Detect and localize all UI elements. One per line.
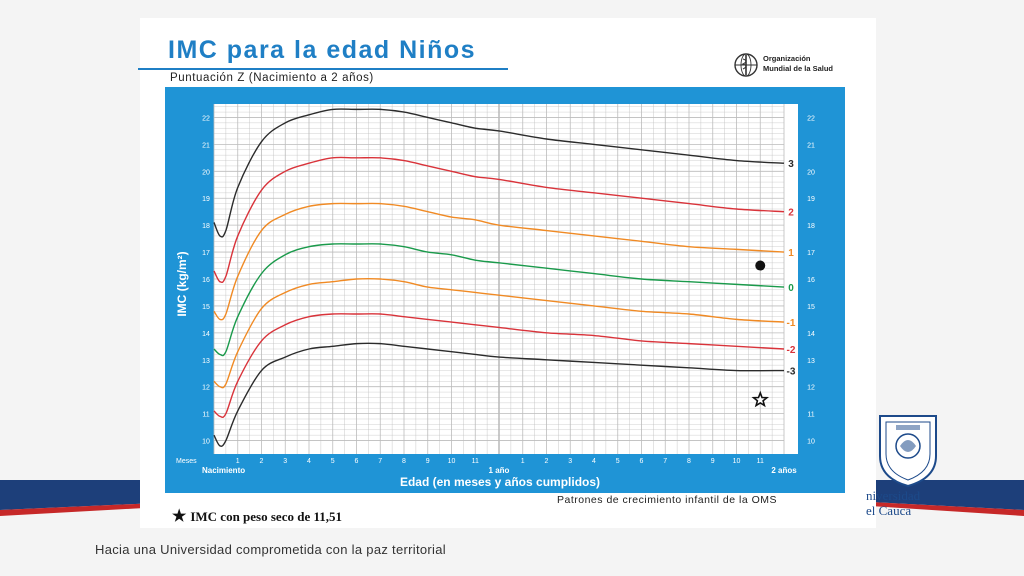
z-score-curve-0 bbox=[213, 243, 785, 357]
x-major-label: Nacimiento bbox=[202, 466, 245, 475]
y-tick-label-right: 22 bbox=[807, 115, 815, 122]
grid-lines bbox=[213, 104, 785, 454]
x-tick-label: 8 bbox=[402, 458, 406, 465]
y-tick-label-right: 13 bbox=[807, 358, 815, 365]
z-score-curves bbox=[213, 108, 785, 447]
university-name-line1: niversidad bbox=[866, 488, 921, 503]
y-tick-label-right: 16 bbox=[807, 277, 815, 284]
y-tick-label-right: 12 bbox=[807, 385, 815, 392]
right-axis-strip bbox=[784, 104, 798, 454]
y-tick-label-right: 20 bbox=[807, 169, 815, 176]
y-tick-label-left: 11 bbox=[202, 412, 209, 419]
y-tick-label-right: 14 bbox=[807, 331, 815, 338]
y-tick-label-right: 21 bbox=[807, 142, 815, 149]
z-score-curve-3 bbox=[213, 108, 785, 238]
y-tick-label-left: 17 bbox=[202, 250, 210, 257]
annotation-note: ★ IMC con peso seco de 11,51 bbox=[172, 506, 342, 526]
z-score-label: -1 bbox=[787, 318, 796, 329]
x-tick-label: 10 bbox=[733, 458, 741, 465]
x-tick-label: 4 bbox=[307, 458, 311, 465]
y-tick-label-left: 18 bbox=[202, 223, 210, 230]
z-score-label: 1 bbox=[788, 248, 794, 259]
y-tick-label-left: 20 bbox=[202, 169, 210, 176]
x-tick-label: 4 bbox=[592, 458, 596, 465]
y-axis-title: IMC (kg/m²) bbox=[175, 251, 189, 316]
university-name: niversidad el Cauca bbox=[866, 488, 920, 518]
x-tick-label: 9 bbox=[426, 458, 430, 465]
x-major-label: 2 años bbox=[771, 466, 797, 475]
y-tick-label-right: 17 bbox=[807, 250, 815, 257]
x-tick-label: 2 bbox=[260, 458, 264, 465]
y-tick-label-left: 10 bbox=[202, 439, 210, 446]
y-tick-label-right: 19 bbox=[807, 196, 815, 203]
annotation-text: IMC con peso seco de 11,51 bbox=[190, 509, 343, 524]
z-score-curve--3 bbox=[213, 342, 785, 447]
y-tick-label-left: 22 bbox=[202, 115, 210, 122]
star-icon: ★ bbox=[172, 508, 187, 525]
x-tick-label: 7 bbox=[663, 458, 667, 465]
x-tick-label: 10 bbox=[448, 458, 456, 465]
x-tick-label: 8 bbox=[687, 458, 691, 465]
x-tick-label: 3 bbox=[283, 458, 287, 465]
y-tick-label-left: 14 bbox=[202, 331, 210, 338]
chart-title: IMC para la edad Niños bbox=[168, 36, 477, 64]
y-tick-label-right: 10 bbox=[807, 439, 815, 446]
patient-dot-marker bbox=[755, 260, 766, 271]
z-score-label: 0 bbox=[788, 283, 794, 294]
z-score-label: -3 bbox=[787, 367, 796, 378]
source-note: Patrones de crecimiento infantil de la O… bbox=[557, 494, 778, 506]
z-score-curve-1 bbox=[213, 202, 785, 321]
x-tick-label: 3 bbox=[568, 458, 572, 465]
z-score-label: 3 bbox=[788, 159, 794, 170]
x-tick-label: 1 bbox=[521, 458, 525, 465]
y-tick-label-left: 12 bbox=[202, 385, 210, 392]
chart-subtitle: Puntuación Z (Nacimiento a 2 años) bbox=[170, 72, 374, 84]
who-logo-line1: Organización bbox=[763, 54, 811, 63]
z-score-curve--2 bbox=[213, 313, 785, 419]
z-score-label: 2 bbox=[788, 208, 794, 219]
slide-tagline: Hacia una Universidad comprometida con l… bbox=[95, 542, 446, 557]
title-underline bbox=[138, 68, 508, 70]
decorative-band-left bbox=[0, 480, 180, 516]
x-tick-label: 6 bbox=[355, 458, 359, 465]
who-logo-line2: Mundial de la Salud bbox=[763, 63, 834, 73]
who-logo-text: Organización Mundial de la Salud bbox=[763, 54, 833, 73]
x-tick-label: 11 bbox=[472, 458, 479, 465]
y-tick-label-right: 18 bbox=[807, 223, 815, 230]
x-prefix-label: Meses bbox=[176, 458, 197, 465]
x-tick-label: 5 bbox=[616, 458, 620, 465]
z-score-label: -2 bbox=[787, 345, 796, 356]
patient-markers bbox=[751, 260, 770, 408]
y-tick-label-left: 19 bbox=[202, 196, 210, 203]
z-score-curve-2 bbox=[213, 156, 785, 284]
x-major-label: 1 año bbox=[489, 466, 510, 475]
x-tick-label: 6 bbox=[640, 458, 644, 465]
university-name-line2: el Cauca bbox=[866, 503, 912, 518]
x-axis-title: Edad (en meses y años cumplidos) bbox=[400, 475, 600, 489]
y-tick-label-left: 21 bbox=[202, 142, 210, 149]
y-tick-label-left: 15 bbox=[202, 304, 210, 311]
y-tick-label-left: 16 bbox=[202, 277, 210, 284]
who-logo-icon bbox=[734, 53, 758, 77]
x-tick-label: 9 bbox=[711, 458, 715, 465]
z-score-curve--1 bbox=[213, 277, 785, 389]
y-tick-label-right: 15 bbox=[807, 304, 815, 311]
x-tick-label: 1 bbox=[236, 458, 240, 465]
y-tick-label-right: 11 bbox=[807, 412, 814, 419]
decorative-band-right bbox=[870, 480, 1024, 516]
x-tick-label: 7 bbox=[378, 458, 382, 465]
x-tick-label: 5 bbox=[331, 458, 335, 465]
x-tick-label: 2 bbox=[545, 458, 549, 465]
y-tick-label-left: 13 bbox=[202, 358, 210, 365]
patient-star-marker bbox=[751, 390, 770, 408]
x-tick-label: 11 bbox=[757, 458, 764, 465]
university-seal-icon bbox=[879, 415, 937, 488]
